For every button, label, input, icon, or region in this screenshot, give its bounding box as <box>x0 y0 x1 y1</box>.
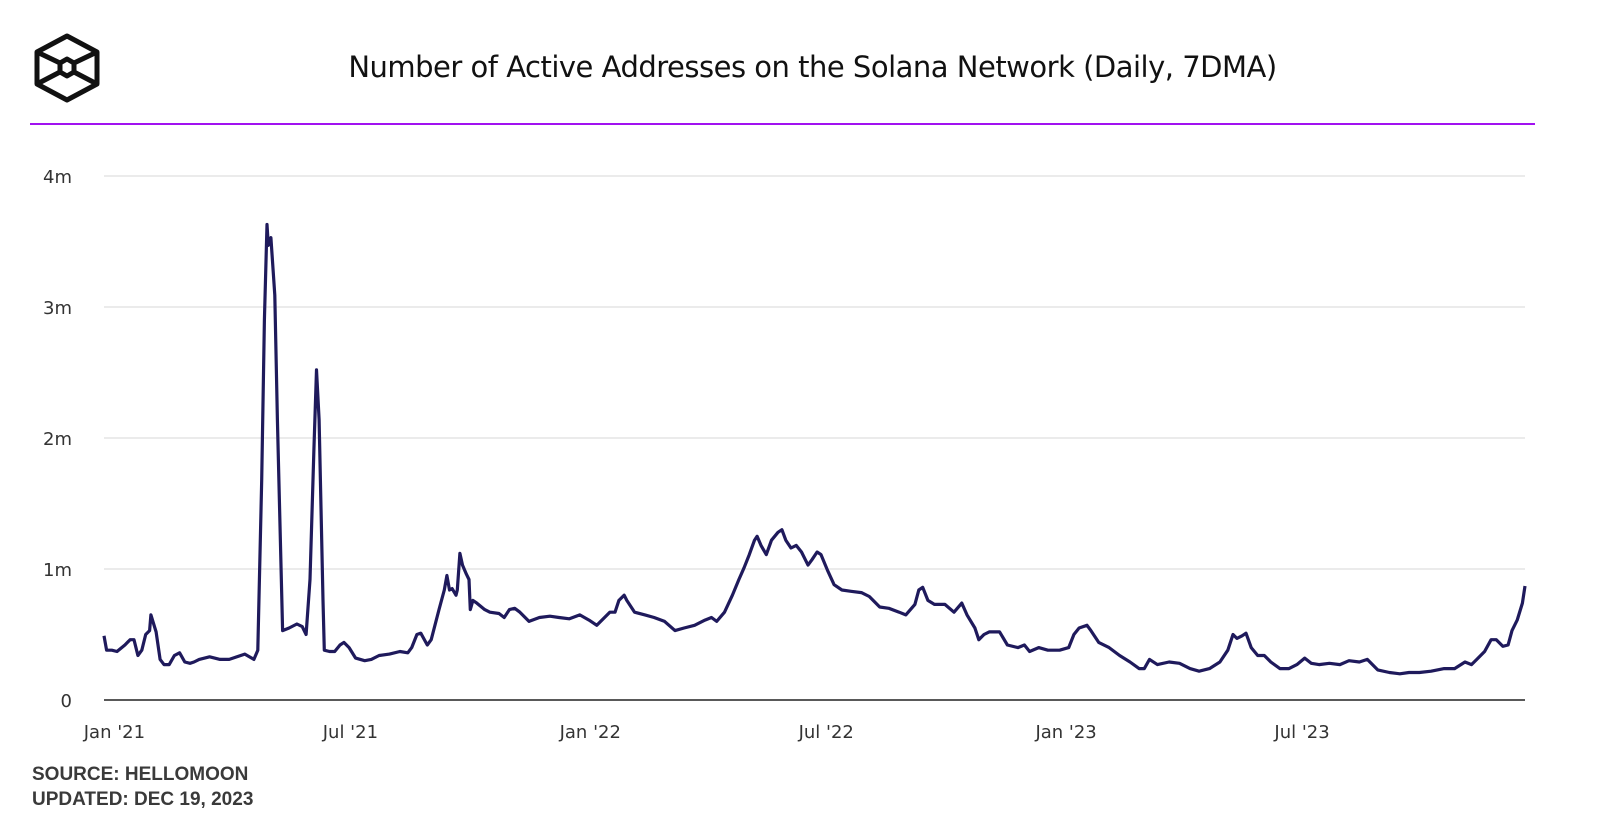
x-tick-label: Jul '21 <box>322 722 378 743</box>
source-label: SOURCE: HELLOMOON <box>32 764 249 785</box>
y-tick-label: 1m <box>43 560 72 581</box>
chart-title: Number of Active Addresses on the Solana… <box>348 50 1277 84</box>
series-line-active-addresses <box>102 222 1527 676</box>
title-divider <box>30 123 1535 125</box>
y-tick-label: 2m <box>43 429 72 450</box>
x-tick-label: Jan '23 <box>1034 722 1096 743</box>
brand-logo <box>32 32 102 109</box>
y-tick-label: 4m <box>43 167 72 188</box>
updated-label: UPDATED: DEC 19, 2023 <box>32 789 254 810</box>
x-tick-label: Jul '23 <box>1273 722 1329 743</box>
y-tick-label: 3m <box>43 298 72 319</box>
x-tick-label: Jul '22 <box>798 722 854 743</box>
x-tick-label: Jan '21 <box>83 722 145 743</box>
y-tick-label: 0 <box>61 691 72 712</box>
x-tick-label: Jan '22 <box>559 722 621 743</box>
